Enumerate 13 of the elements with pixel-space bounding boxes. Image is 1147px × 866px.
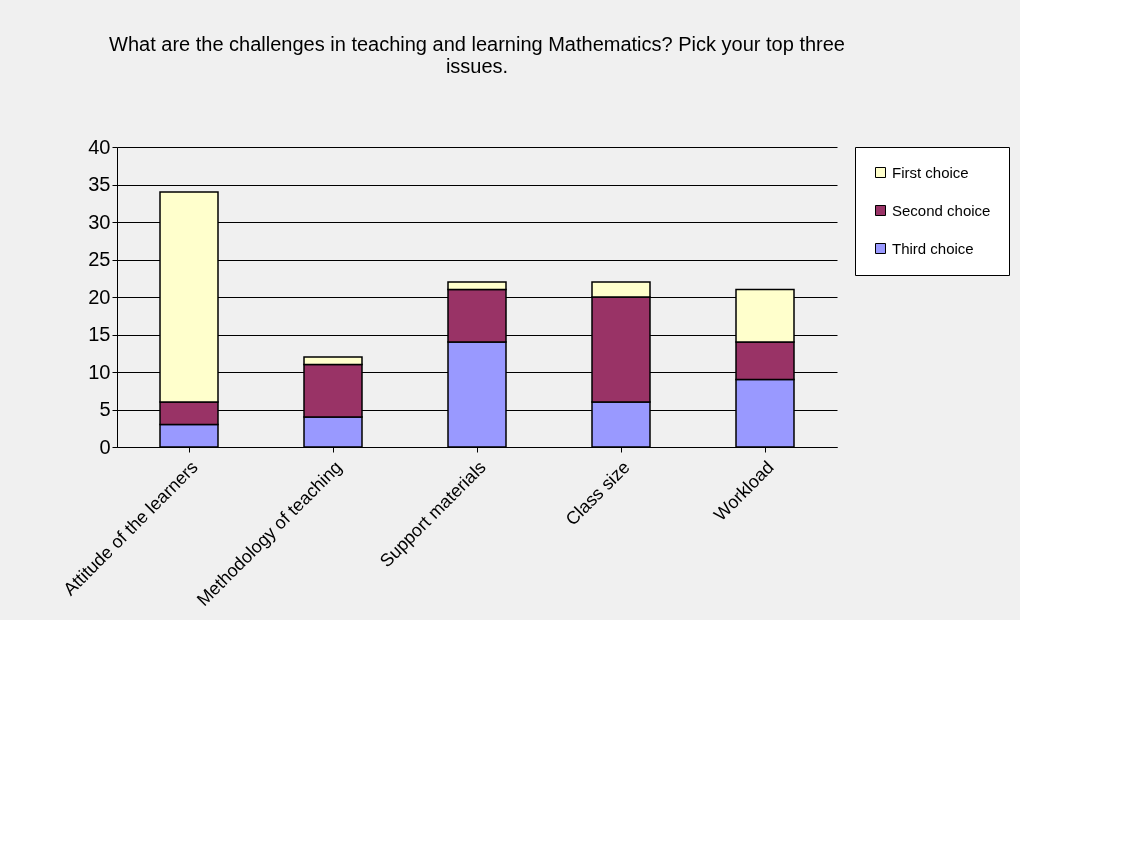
legend-label: Second choice xyxy=(892,201,991,219)
legend-label: First choice xyxy=(892,163,969,181)
y-tick-label: 40 xyxy=(88,135,111,158)
y-tick-label: 20 xyxy=(88,285,111,308)
legend-label: Third choice xyxy=(892,239,974,257)
y-tick-label: 10 xyxy=(88,360,111,383)
y-tick-label: 0 xyxy=(99,435,111,458)
y-tick-label: 35 xyxy=(88,173,111,195)
y-tick-label: 15 xyxy=(88,323,111,345)
y-tick-label: 25 xyxy=(88,248,111,270)
chart-title: What are the challenges in teaching and learning Mathematics? Pick your top three issues. xyxy=(109,33,845,77)
y-tick-label: 30 xyxy=(88,210,111,233)
y-tick-label: 5 xyxy=(99,398,111,420)
